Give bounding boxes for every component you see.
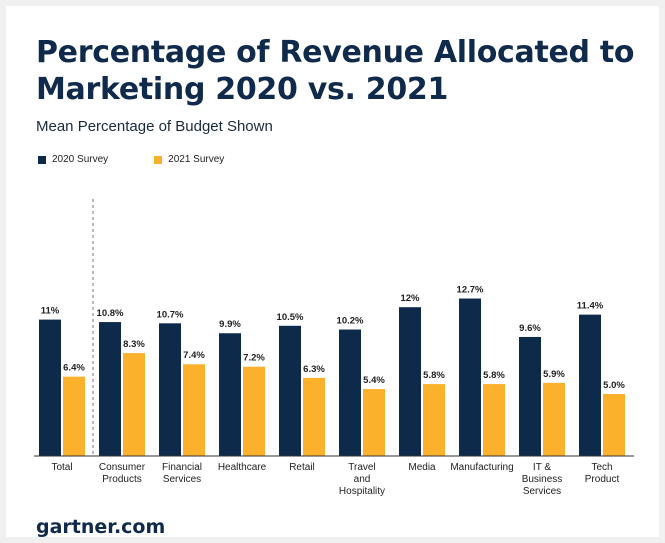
data-label-2020-0: 11% [41, 306, 60, 317]
legend-label-2021: 2021 Survey [168, 154, 225, 165]
bar-2020-6 [399, 307, 421, 456]
data-label-2021-4: 6.3% [303, 364, 325, 375]
category-label-8: IT & Business Services [522, 462, 563, 497]
footer-brand: gartner.com [36, 516, 166, 538]
bar-2021-7 [483, 384, 505, 456]
category-label-9: Tech Product [585, 462, 620, 485]
bar-2020-9 [579, 314, 601, 456]
legend-swatch-2020 [38, 155, 46, 164]
data-label-2020-8: 9.6% [519, 323, 541, 334]
data-label-2021-7: 5.8% [483, 370, 505, 381]
category-label-6: Media [408, 462, 436, 473]
data-label-2021-0: 6.4% [63, 363, 85, 374]
category-label-4: Retail [289, 462, 315, 473]
data-label-2020-2: 10.7% [157, 309, 184, 320]
bar-2021-8 [543, 382, 565, 456]
bar-2021-0 [63, 376, 85, 456]
category-label-7: Manufacturing [450, 462, 513, 473]
data-label-2021-8: 5.9% [543, 369, 565, 380]
data-label-2021-9: 5.0% [603, 380, 625, 391]
category-label-5: Travel and Hospitality [339, 462, 385, 497]
category-label-3: Healthcare [218, 462, 267, 473]
data-label-2020-5: 10.2% [337, 316, 364, 327]
bar-2021-9 [603, 394, 625, 456]
bar-2020-0 [39, 319, 61, 456]
chart-subtitle: Mean Percentage of Budget Shown [36, 118, 273, 135]
bar-2021-3 [243, 366, 265, 456]
bar-2020-5 [339, 329, 361, 456]
chart-legend: 2020 Survey 2021 Survey [38, 154, 270, 165]
data-label-2021-3: 7.2% [243, 353, 265, 364]
bar-2021-1 [123, 353, 145, 456]
category-label-1: Consumer Products [99, 462, 146, 485]
legend-label-2020: 2020 Survey [52, 154, 109, 165]
chart-card: Percentage of Revenue Allocated to Marke… [6, 6, 659, 538]
bar-2020-8 [519, 336, 541, 456]
data-label-2020-7: 12.7% [457, 285, 484, 296]
category-label-2: Financial Services [162, 462, 202, 485]
bar-2020-4 [279, 325, 301, 456]
bar-2020-7 [459, 298, 481, 456]
bar-2021-5 [363, 389, 385, 456]
bar-2020-1 [99, 322, 121, 456]
bar-chart: 11% 6.4% Total 10.8% 8.3% Consumer Products 10.… [34, 199, 634, 497]
legend-item-2020: 2020 Survey [38, 154, 108, 165]
data-label-2021-6: 5.8% [423, 370, 445, 381]
bar-2020-2 [159, 323, 181, 456]
bar-2021-6 [423, 384, 445, 456]
data-label-2020-9: 11.4% [577, 301, 604, 312]
bar-2021-4 [303, 377, 325, 456]
data-label-2020-1: 10.8% [97, 308, 124, 319]
data-label-2020-3: 9.9% [219, 319, 241, 330]
data-label-2021-1: 8.3% [123, 339, 145, 350]
category-label-0: Total [51, 462, 72, 473]
bar-2021-2 [183, 364, 205, 456]
data-label-2021-2: 7.4% [183, 350, 205, 361]
legend-item-2021: 2021 Survey [154, 154, 224, 165]
data-label-2020-6: 12% [400, 293, 420, 304]
legend-swatch-2021 [154, 155, 163, 164]
bar-2020-3 [219, 333, 241, 456]
chart-title: Percentage of Revenue Allocated to Marke… [36, 35, 635, 107]
data-label-2020-4: 10.5% [277, 312, 304, 323]
data-label-2021-5: 5.4% [363, 375, 385, 386]
